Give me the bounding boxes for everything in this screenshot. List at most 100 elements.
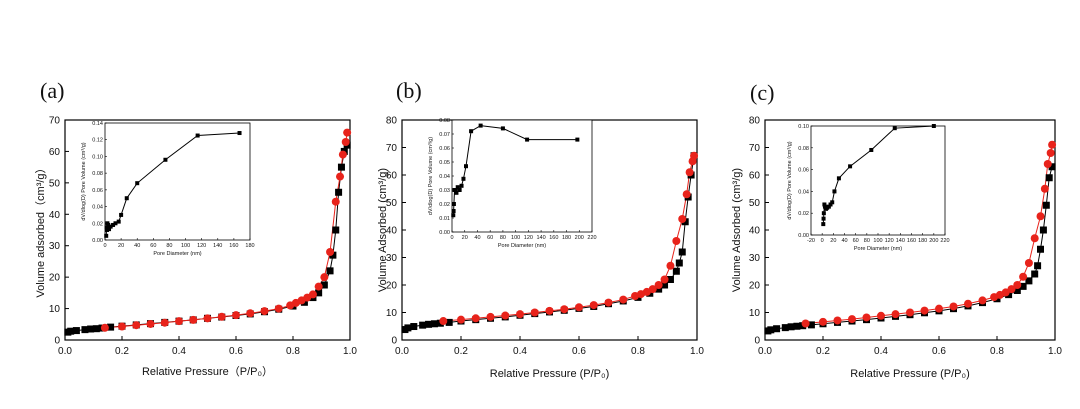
inset-x-tick-label: 60 <box>853 238 859 244</box>
inset-y-tick-label: 0.02 <box>798 211 809 217</box>
inset-x-tick-label: 180 <box>918 238 927 244</box>
inset-x-tick-label: 20 <box>118 243 124 249</box>
y-tick-label: 80 <box>386 116 398 127</box>
inset-data-point <box>464 164 468 169</box>
inset-data-point <box>106 222 111 227</box>
x-axis-title: Relative Pressure (P/P₀) <box>490 368 610 380</box>
inset-x-axis-title: Pore Diameter (nm) <box>153 251 201 257</box>
inset-data-point <box>108 224 113 229</box>
y-tick-label: 80 <box>749 116 761 127</box>
data-point-desorption <box>575 303 583 312</box>
inset-data-point <box>457 188 462 192</box>
data-point-desorption <box>217 312 226 321</box>
data-point-adsorption <box>1045 174 1053 182</box>
data-point-desorption <box>1007 285 1016 294</box>
y-tick-label: 50 <box>49 178 61 189</box>
data-point-adsorption <box>87 325 95 333</box>
data-point-adsorption <box>320 281 328 289</box>
inset-x-axis-title: Pore Diameter (nm) <box>854 246 902 252</box>
x-axis-title: Relative Pressure (P/P₀) <box>850 368 970 380</box>
data-point-desorption <box>246 309 255 318</box>
data-point-adsorption <box>678 248 686 256</box>
x-tick-label: 0.8 <box>631 346 645 357</box>
data-point-desorption <box>203 314 212 323</box>
y-tick-label: 20 <box>49 273 61 284</box>
data-point-adsorption <box>655 285 663 293</box>
inset-x-tick-label: 140 <box>896 238 905 244</box>
x-tick-label: 0.2 <box>816 346 830 357</box>
y-axis-title: Volume adsorbed（cm³/g） <box>34 162 47 297</box>
data-point-desorption <box>819 317 827 326</box>
data-point-desorption <box>530 308 539 317</box>
data-point-desorption <box>990 293 999 302</box>
inset-x-tick-label: 160 <box>229 243 238 249</box>
inset-data-point <box>836 176 841 181</box>
inset-x-tick-label: 40 <box>474 235 480 241</box>
inset-data-point <box>821 222 826 227</box>
chart-panel: (b) 0.0 0.2 0.4 0.6 0.8 1.0 0 10 20 30 40 50 60 70 80 Re… <box>377 78 704 380</box>
inset-x-tick-label: 0 <box>450 235 453 241</box>
data-point-desorption <box>1043 160 1052 168</box>
data-point-adsorption <box>666 276 674 283</box>
inset-x-tick-label: 40 <box>134 243 140 249</box>
data-point-desorption <box>457 315 465 324</box>
y-tick-label: 70 <box>49 116 61 127</box>
data-point-desorption <box>604 298 613 307</box>
data-point-desorption <box>1040 184 1049 193</box>
data-point-desorption <box>833 316 842 325</box>
inset-data-point <box>195 133 200 138</box>
data-point-adsorption <box>335 188 343 196</box>
inset-y-tick-label: 0.04 <box>439 174 450 180</box>
y-tick-label: 40 <box>386 226 398 237</box>
data-point-desorption <box>920 306 929 315</box>
data-point-adsorption <box>1025 277 1033 285</box>
data-point-adsorption <box>787 323 795 331</box>
data-point-adsorption <box>81 326 89 334</box>
data-point-desorption <box>331 197 340 206</box>
inset-frame <box>451 119 593 233</box>
inset-y-tick-label: 0.00 <box>798 233 809 239</box>
x-tick-label: 1.0 <box>690 346 704 357</box>
inset-data-point <box>828 202 833 207</box>
inset-y-tick-label: 0.02 <box>92 221 103 227</box>
inset-x-tick-label: 200 <box>575 235 584 241</box>
data-point-desorption <box>949 302 958 311</box>
inset-data-point <box>107 227 112 232</box>
inset-x-tick-label: 120 <box>885 238 894 244</box>
inset-y-axis-title: dV/dlog(D) Pore Volume (cm³/g) <box>81 142 87 220</box>
x-tick-label: 0.4 <box>513 346 527 357</box>
data-point-adsorption <box>67 327 75 335</box>
inset-x-tick-label: 220 <box>940 238 949 244</box>
inset-data-point <box>135 181 140 186</box>
data-point-desorption <box>286 301 295 310</box>
inset-y-tick-label: 0.08 <box>439 118 450 124</box>
inset-data-point <box>124 196 129 201</box>
data-point-desorption <box>589 301 598 310</box>
x-tick-label: 0.0 <box>758 346 772 357</box>
inset-data-point <box>113 221 118 226</box>
inset-data-point <box>822 204 827 209</box>
y-tick-label: 60 <box>49 147 61 158</box>
data-point-desorption <box>326 248 335 256</box>
inset-x-tick-label: 160 <box>907 238 916 244</box>
chart-panel: (c) 0.0 0.2 0.4 0.6 0.8 1.0 0 10 20 30 40 50 60 70 80 Re… <box>731 80 1062 380</box>
inset-data-point <box>451 209 456 213</box>
data-point-desorption <box>906 308 914 317</box>
x-axis-title: Relative Pressure（P/P₀） <box>142 365 273 378</box>
x-tick-label: 0.6 <box>572 346 586 357</box>
inset-data-point <box>451 213 456 218</box>
data-point-desorption <box>341 138 350 146</box>
data-point-desorption <box>545 306 554 315</box>
data-point-desorption <box>848 315 856 324</box>
inset-x-tick-label: 80 <box>166 243 172 249</box>
inset-x-tick-label: -20 <box>807 238 815 244</box>
inset-data-point <box>822 202 827 207</box>
x-tick-label: 0.8 <box>990 346 1004 357</box>
data-point-adsorption <box>337 163 345 171</box>
data-point-adsorption <box>773 325 781 333</box>
data-point-desorption <box>964 299 972 308</box>
inset-x-tick-label: 60 <box>487 235 493 241</box>
inset-y-tick-label: 0.14 <box>92 121 103 127</box>
inset-y-tick-label: 0.12 <box>92 138 103 144</box>
